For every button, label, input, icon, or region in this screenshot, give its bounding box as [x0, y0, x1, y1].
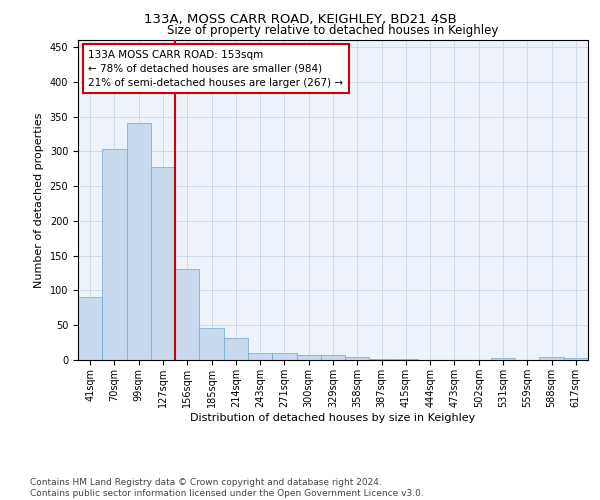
- Text: 133A, MOSS CARR ROAD, KEIGHLEY, BD21 4SB: 133A, MOSS CARR ROAD, KEIGHLEY, BD21 4SB: [143, 12, 457, 26]
- X-axis label: Distribution of detached houses by size in Keighley: Distribution of detached houses by size …: [190, 412, 476, 422]
- Text: Contains HM Land Registry data © Crown copyright and database right 2024.
Contai: Contains HM Land Registry data © Crown c…: [30, 478, 424, 498]
- Bar: [199, 328, 224, 360]
- Bar: [321, 355, 345, 360]
- Bar: [224, 338, 248, 360]
- Bar: [151, 168, 175, 360]
- Bar: [564, 358, 588, 360]
- Y-axis label: Number of detached properties: Number of detached properties: [34, 112, 44, 288]
- Bar: [175, 269, 199, 360]
- Bar: [102, 149, 127, 360]
- Bar: [78, 296, 102, 360]
- Bar: [296, 355, 321, 360]
- Bar: [127, 124, 151, 360]
- Bar: [491, 358, 515, 360]
- Bar: [345, 357, 370, 360]
- Bar: [370, 358, 394, 360]
- Bar: [272, 353, 296, 360]
- Bar: [539, 357, 564, 360]
- Bar: [248, 353, 272, 360]
- Title: Size of property relative to detached houses in Keighley: Size of property relative to detached ho…: [167, 24, 499, 38]
- Text: 133A MOSS CARR ROAD: 153sqm
← 78% of detached houses are smaller (984)
21% of se: 133A MOSS CARR ROAD: 153sqm ← 78% of det…: [88, 50, 343, 88]
